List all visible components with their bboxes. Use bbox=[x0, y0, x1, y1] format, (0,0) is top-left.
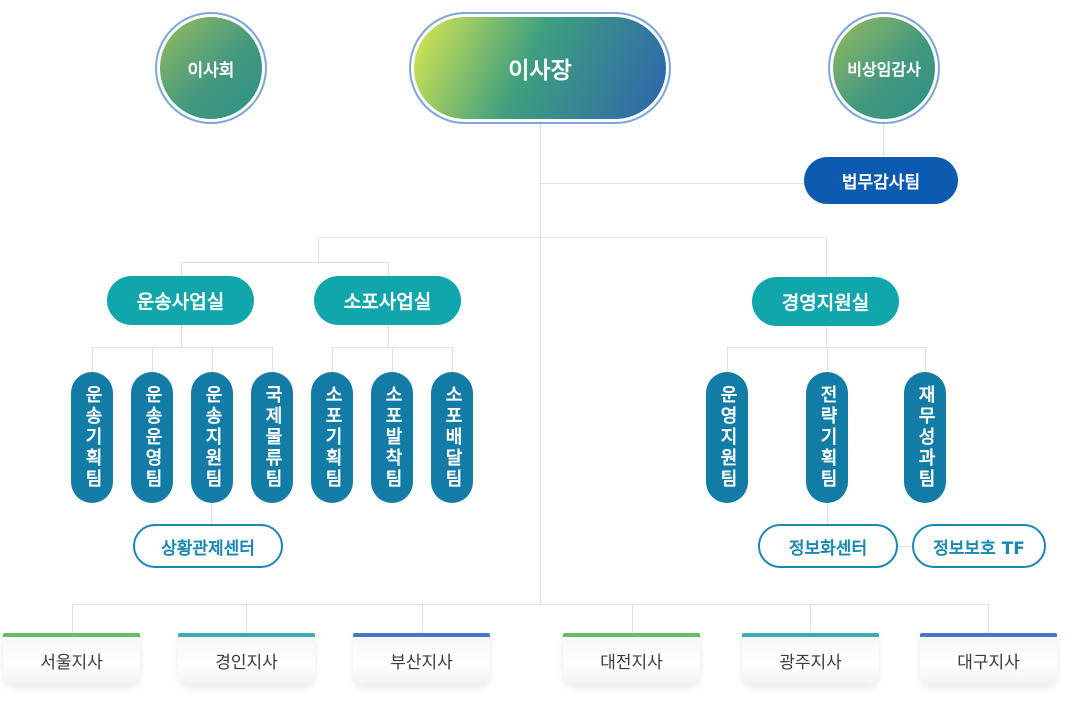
connector-line bbox=[632, 604, 633, 633]
situation-control-center-label: 상황관제센터 bbox=[161, 538, 255, 559]
branch-label: 대구지사 bbox=[957, 653, 1020, 673]
branch-gyeongin: 경인지사 bbox=[178, 633, 315, 684]
team-operations-support: 운영지원팀 bbox=[706, 372, 748, 503]
node-situation-control-center: 상황관제센터 bbox=[133, 524, 283, 568]
chairman-label: 이사장 bbox=[508, 58, 572, 84]
team-label: 소포기획팀 bbox=[322, 385, 343, 490]
connector-line bbox=[540, 124, 541, 604]
team-label: 국제물류팀 bbox=[262, 385, 283, 490]
team-parcel-planning: 소포기획팀 bbox=[311, 372, 353, 503]
team-financial-performance: 재무성과팀 bbox=[904, 372, 946, 503]
connector-line bbox=[388, 262, 389, 277]
chairman-pill: 이사장 bbox=[414, 17, 666, 119]
team-parcel-dispatch: 소포발착팀 bbox=[371, 372, 413, 503]
node-legal-audit-team: 법무감사팀 bbox=[804, 157, 958, 204]
team-international-logistics: 국제물류팀 bbox=[251, 372, 293, 503]
branch-label: 광주지사 bbox=[779, 653, 842, 673]
team-label: 전략기획팀 bbox=[817, 385, 838, 490]
connector-line bbox=[826, 237, 827, 277]
connector-line bbox=[318, 237, 319, 262]
connector-line bbox=[72, 604, 988, 605]
node-informatization-center: 정보화센터 bbox=[758, 524, 898, 568]
branch-gwangju: 광주지사 bbox=[742, 633, 879, 684]
connector-line bbox=[810, 604, 811, 633]
connector-line bbox=[181, 262, 182, 277]
board-circle: 이사회 bbox=[160, 17, 262, 119]
legal-audit-team-label: 법무감사팀 bbox=[841, 173, 921, 193]
team-label: 운송운영팀 bbox=[142, 385, 163, 490]
connector-line bbox=[727, 347, 728, 372]
connector-line bbox=[152, 347, 153, 372]
connector-line bbox=[540, 183, 804, 184]
team-label: 운송기획팀 bbox=[82, 385, 103, 490]
connector-line bbox=[452, 347, 453, 372]
team-strategic-planning: 전략기획팀 bbox=[806, 372, 848, 503]
connector-line bbox=[92, 347, 93, 372]
branch-daegu: 대구지사 bbox=[920, 633, 1057, 684]
transport-office-label: 운송사업실 bbox=[136, 291, 225, 313]
team-transport-support: 운송지원팀 bbox=[191, 372, 233, 503]
node-parcel-office: 소포사업실 bbox=[314, 276, 461, 325]
team-label: 운영지원팀 bbox=[717, 385, 738, 490]
connector-line bbox=[925, 347, 926, 372]
connector-line bbox=[883, 124, 884, 157]
connector-line bbox=[827, 347, 828, 372]
connector-line bbox=[211, 503, 212, 524]
branch-daejeon: 대전지사 bbox=[563, 633, 700, 684]
connector-line bbox=[826, 326, 827, 347]
team-transport-operations: 운송운영팀 bbox=[131, 372, 173, 503]
team-label: 소포발착팀 bbox=[382, 385, 403, 490]
node-transport-office: 운송사업실 bbox=[107, 276, 254, 325]
connector-line bbox=[422, 604, 423, 633]
connector-line bbox=[212, 347, 213, 372]
team-parcel-delivery: 소포배달팀 bbox=[431, 372, 473, 503]
informatization-center-label: 정보화센터 bbox=[788, 538, 868, 559]
branch-busan: 부산지사 bbox=[353, 633, 490, 684]
connector-line bbox=[388, 325, 389, 347]
connector-line bbox=[72, 604, 73, 633]
connector-line bbox=[92, 347, 272, 348]
connector-line bbox=[392, 347, 393, 372]
connector-line bbox=[898, 546, 912, 547]
team-label: 운송지원팀 bbox=[202, 385, 223, 490]
team-transport-planning: 운송기획팀 bbox=[71, 372, 113, 503]
branch-label: 서울지사 bbox=[40, 653, 103, 673]
auditor-circle: 비상임감사 bbox=[833, 17, 935, 119]
team-label: 재무성과팀 bbox=[915, 385, 936, 490]
board-label: 이사회 bbox=[187, 60, 235, 81]
connector-line bbox=[727, 347, 925, 348]
branch-seoul: 서울지사 bbox=[3, 633, 140, 684]
management-office-label: 경영지원실 bbox=[781, 292, 870, 314]
branch-label: 부산지사 bbox=[390, 653, 453, 673]
connector-line bbox=[827, 503, 828, 524]
connector-line bbox=[246, 604, 247, 633]
auditor-label: 비상임감사 bbox=[847, 60, 921, 79]
team-label: 소포배달팀 bbox=[442, 385, 463, 490]
connector-line bbox=[988, 604, 989, 633]
parcel-office-label: 소포사업실 bbox=[343, 291, 432, 313]
connector-line bbox=[272, 347, 273, 372]
node-auditor: 비상임감사 bbox=[828, 12, 940, 124]
connector-line bbox=[181, 325, 182, 347]
branch-label: 대전지사 bbox=[600, 653, 663, 673]
info-security-tf-label: 정보보호 TF bbox=[933, 538, 1025, 559]
connector-line bbox=[318, 237, 826, 238]
branch-label: 경인지사 bbox=[215, 653, 278, 673]
connector-line bbox=[332, 347, 333, 372]
node-info-security-tf: 정보보호 TF bbox=[912, 524, 1046, 568]
node-management-office: 경영지원실 bbox=[752, 277, 899, 326]
node-chairman: 이사장 bbox=[409, 12, 671, 124]
connector-line bbox=[181, 262, 388, 263]
node-board: 이사회 bbox=[155, 12, 267, 124]
